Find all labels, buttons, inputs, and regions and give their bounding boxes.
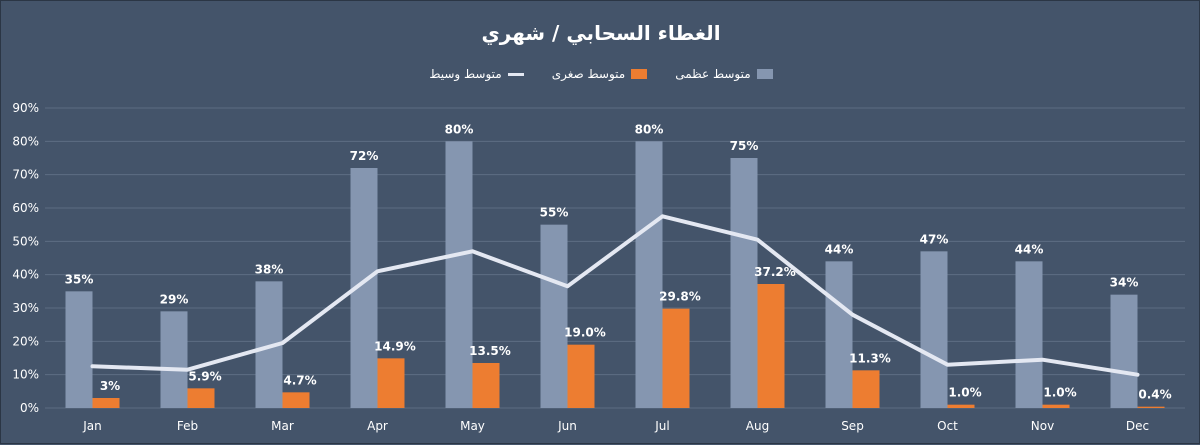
bar-min — [1043, 405, 1070, 408]
bar-min — [1138, 407, 1165, 408]
y-tick-label: 0% — [20, 401, 39, 415]
x-tick-label: Nov — [1031, 419, 1054, 433]
y-tick-label: 80% — [12, 134, 39, 148]
bar-min — [758, 284, 785, 408]
x-tick-label: Jun — [557, 419, 577, 433]
data-label-max: 80% — [635, 122, 664, 136]
x-tick-label: Sep — [841, 419, 864, 433]
data-label-max: 34% — [1110, 276, 1139, 290]
data-label-max: 47% — [920, 232, 949, 246]
x-tick-label: Apr — [367, 419, 388, 433]
x-tick-label: Mar — [271, 419, 294, 433]
median-line — [93, 216, 1138, 374]
y-tick-label: 30% — [12, 301, 39, 315]
bar-max — [731, 158, 758, 408]
x-tick-label: May — [460, 419, 485, 433]
data-label-max: 29% — [160, 292, 189, 306]
data-label-max: 55% — [540, 206, 569, 220]
data-label-max: 72% — [350, 149, 379, 163]
data-label-min: 1.0% — [948, 386, 981, 400]
data-label-max: 44% — [825, 242, 854, 256]
bar-min — [473, 363, 500, 408]
y-tick-label: 50% — [12, 234, 39, 248]
bar-max — [66, 291, 93, 408]
data-label-min: 0.4% — [1138, 388, 1171, 402]
data-label-max: 38% — [255, 262, 284, 276]
data-label-min: 14.9% — [374, 339, 416, 353]
bar-max — [826, 261, 853, 408]
data-label-min: 29.8% — [659, 290, 701, 304]
data-label-max: 80% — [445, 122, 474, 136]
data-label-min: 19.0% — [564, 326, 606, 340]
y-tick-label: 60% — [12, 201, 39, 215]
bar-max — [636, 141, 663, 408]
bar-min — [948, 405, 975, 408]
data-label-min: 11.3% — [849, 351, 891, 365]
x-tick-label: Jul — [654, 419, 669, 433]
data-label-min: 13.5% — [469, 344, 511, 358]
bar-min — [568, 345, 595, 408]
data-label-max: 75% — [730, 139, 759, 153]
y-tick-label: 10% — [12, 368, 39, 382]
x-tick-label: Feb — [177, 419, 198, 433]
bar-max — [541, 225, 568, 408]
bar-max — [921, 251, 948, 408]
data-label-max: 44% — [1015, 242, 1044, 256]
bar-min — [378, 358, 405, 408]
y-tick-label: 20% — [12, 334, 39, 348]
y-tick-label: 70% — [12, 168, 39, 182]
data-label-min: 3% — [100, 379, 120, 393]
data-label-max: 35% — [65, 272, 94, 286]
bar-max — [446, 141, 473, 408]
bar-max — [161, 311, 188, 408]
x-tick-label: Oct — [937, 419, 958, 433]
data-label-min: 1.0% — [1043, 386, 1076, 400]
bar-max — [1016, 261, 1043, 408]
x-tick-label: Dec — [1126, 419, 1149, 433]
x-tick-label: Jan — [82, 419, 102, 433]
bar-min — [283, 392, 310, 408]
y-tick-label: 40% — [12, 268, 39, 282]
y-tick-label: 90% — [12, 101, 39, 115]
data-label-min: 5.9% — [188, 369, 221, 383]
bar-min — [663, 309, 690, 408]
bar-max — [1111, 295, 1138, 408]
bar-min — [853, 370, 880, 408]
x-tick-label: Aug — [746, 419, 769, 433]
bar-min — [188, 388, 215, 408]
data-label-min: 4.7% — [283, 373, 316, 387]
bar-min — [93, 398, 120, 408]
